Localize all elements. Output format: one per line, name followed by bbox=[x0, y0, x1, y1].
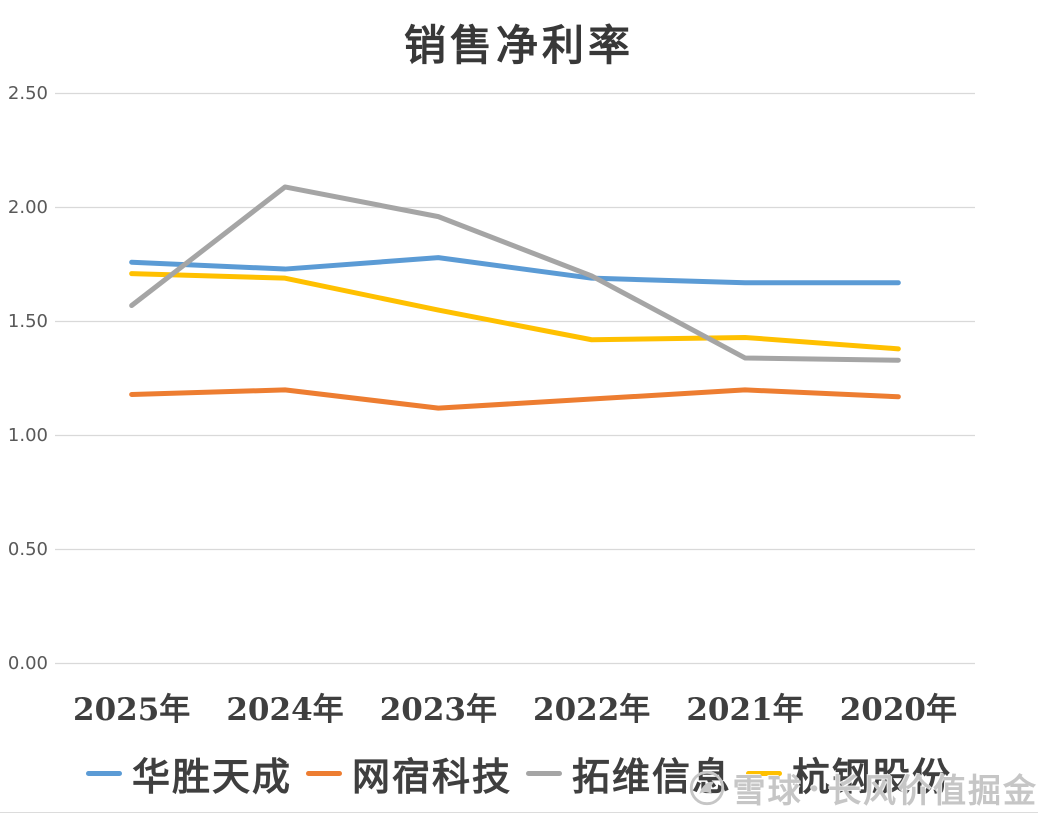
xueqiu-logo-icon bbox=[689, 770, 724, 806]
watermark: 雪球 · 长风价值掘金 bbox=[687, 764, 1038, 812]
y-axis-tick-label: 1.50 bbox=[7, 310, 48, 332]
series-line-0 bbox=[129, 255, 901, 286]
chart-title: 销售净利率 bbox=[403, 21, 634, 70]
legend-item-0: 华胜天成 bbox=[85, 746, 292, 801]
y-axis-tick-label: 2.00 bbox=[7, 196, 48, 218]
x-axis-label: 2023年 bbox=[379, 692, 497, 728]
x-axis-label: 2020年 bbox=[839, 692, 957, 728]
y-axis-tick-label: 2.50 bbox=[7, 82, 48, 104]
legend-swatch bbox=[746, 771, 783, 776]
legend-swatch bbox=[305, 771, 342, 776]
series-line-3 bbox=[129, 271, 901, 352]
series-line-2 bbox=[129, 184, 901, 363]
watermark-name: 长风价值掘金 bbox=[828, 771, 1038, 810]
x-axis-label: 2024年 bbox=[226, 692, 344, 728]
legend-item-1: 网宿科技 bbox=[305, 746, 512, 801]
bottom-divider bbox=[0, 812, 1038, 813]
x-axis-label: 2025年 bbox=[73, 692, 191, 728]
legend-swatch bbox=[85, 771, 122, 776]
y-axis-tick-label: 0.50 bbox=[7, 538, 48, 560]
legend: 华胜天成 网宿科技 拓维信息 杭钢股份 bbox=[0, 746, 1038, 801]
series-line-1 bbox=[129, 387, 901, 411]
y-axis-tick-label: 1.00 bbox=[7, 424, 48, 446]
legend-label: 华胜天成 bbox=[131, 754, 292, 799]
y-axis-tick-label: 0.00 bbox=[7, 652, 48, 674]
legend-swatch bbox=[526, 771, 562, 776]
watermark-separator: · bbox=[808, 768, 822, 808]
x-axis-label: 2022年 bbox=[533, 692, 651, 728]
legend-item-3: 杭钢股份 bbox=[746, 746, 952, 801]
legend-label: 杭钢股份 bbox=[792, 754, 953, 799]
legend-label: 网宿科技 bbox=[351, 754, 512, 799]
x-axis-label: 2021年 bbox=[686, 692, 804, 728]
watermark-brand: 雪球 bbox=[732, 771, 803, 810]
